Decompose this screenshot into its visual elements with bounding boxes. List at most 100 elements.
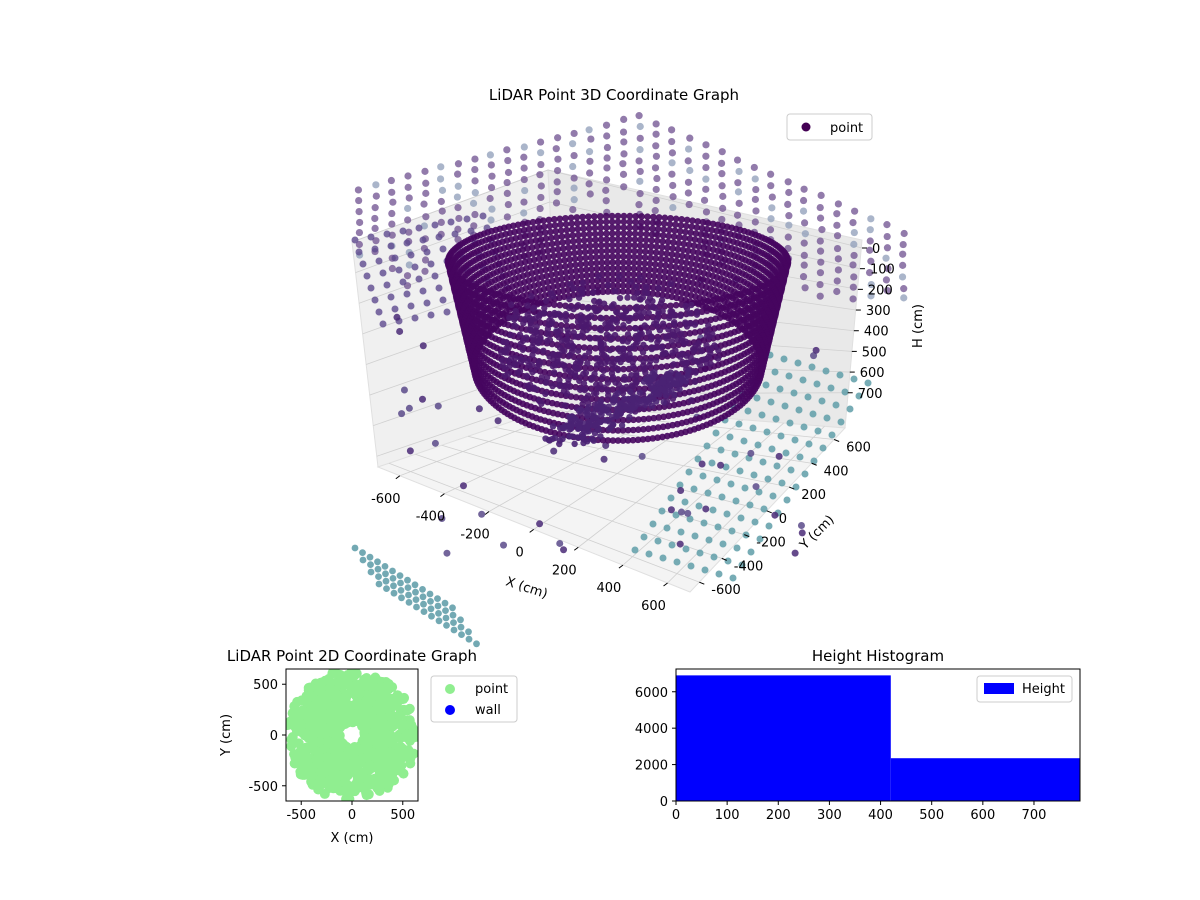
wall-point-3d [700,519,708,527]
wall-point-3d [669,181,677,190]
ring-point-3d [650,272,658,280]
wall-point-3d [718,215,726,224]
scatter-2d-point [352,698,363,709]
wall-point-3d [759,458,767,466]
wall-point-3d [668,126,676,134]
ring-point-3d [661,268,669,275]
wall-point-3d [359,260,367,268]
ring-point-3d [586,354,594,362]
ring-point-3d [682,378,690,385]
ring-point-3d [576,286,584,294]
wall-point-3d [375,580,383,588]
wall-point-3d [419,287,427,295]
scatter-2d-point [362,677,373,688]
ring-point-3d [556,371,563,379]
ring-point-3d [539,248,547,255]
wall-point-3d [375,308,383,316]
ring-point-3d [528,292,535,300]
ring-point-3d [641,265,648,273]
ring-point-3d [652,357,660,364]
ring-point-3d [561,257,568,264]
ring-point-3d [541,304,548,312]
x-grid-3d [667,426,825,584]
ring-point-3d [663,335,670,342]
wall-point-3d [405,228,413,236]
ring-point-3d [595,273,602,280]
ring-point-3d [668,251,676,258]
ring-point-3d [671,269,679,277]
wall-point-3d [427,311,435,319]
ring-point-3d [626,212,634,220]
ring-point-3d [689,248,697,255]
ring-point-3d [632,212,640,220]
ring-point-3d [670,379,678,387]
ring-point-3d [692,230,700,237]
ring-point-3d [549,246,557,254]
ring-point-3d [585,213,592,220]
wall-point-3d [434,595,441,602]
ring-point-3d [589,283,596,290]
chart-3d-title: LiDAR Point 3D Coordinate Graph [489,86,739,104]
wall-point-3d [652,130,660,138]
wall-point-3d [718,148,726,156]
ring-point-3d [588,265,595,273]
ring-point-3d [549,423,557,430]
ring-point-3d [529,316,536,323]
legend-2d-wall-marker [445,705,455,715]
wall-point-3d [450,626,458,634]
wall-point-3d [771,368,779,376]
ring-point-3d [628,315,635,322]
ring-point-3d [645,425,652,433]
wall-point-3d [756,535,764,543]
ring-point-3d [683,253,691,261]
scatter-2d-point [335,750,346,761]
ring-point-3d [614,235,622,243]
scatter-2d-point [332,729,343,740]
legend-histogram: Height [976,675,1073,703]
ring-point-3d [638,218,645,226]
scatter-2d-point [322,736,333,747]
wall-point-3d [486,194,494,203]
wall-point-3d [751,518,759,526]
ring-point-3d [570,305,577,313]
wall-point-3d [431,221,439,229]
scatter-2d-point [376,711,387,722]
ring-point-3d [654,231,661,239]
wall-point-3d [866,246,874,254]
scatter-2d-point [342,760,353,771]
wall-point-3d [749,424,757,432]
wall-point-3d [537,160,545,169]
chart-2d-title: LiDAR Point 2D Coordinate Graph [227,647,477,665]
ring-point-3d [667,308,674,315]
wall-point-3d [375,573,382,580]
ring-point-3d [703,328,711,336]
ring-point-3d [671,318,678,326]
ring-point-3d [631,242,639,249]
wall-point-3d [702,152,710,160]
ring-point-3d [603,247,611,255]
ring-point-3d [586,242,594,250]
scatter-point-3d [560,546,568,554]
ring-point-3d [570,238,577,245]
point-cloud-3d [351,112,908,648]
axis-ticks-3d: -600-400-2000200400600-600-400-200020040… [371,242,895,614]
wall-point-3d [359,556,367,564]
ring-point-3d [661,313,668,320]
wall-point-3d [669,203,677,212]
ring-point-3d [641,254,649,261]
ring-point-3d [565,376,572,383]
wall-point-3d [421,256,430,264]
wall-point-3d [428,612,435,620]
ring-point-3d [624,294,631,301]
ring-point-3d [593,259,600,267]
wall-point-3d [405,599,413,606]
ring-point-3d [669,328,676,336]
ring-point-3d [625,241,633,249]
ring-point-3d [688,301,695,309]
ring-point-3d [598,315,605,322]
ring-point-3d [705,353,712,361]
wall-point-3d [800,185,808,193]
ring-point-3d [581,237,588,244]
ring-point-3d [651,368,658,376]
